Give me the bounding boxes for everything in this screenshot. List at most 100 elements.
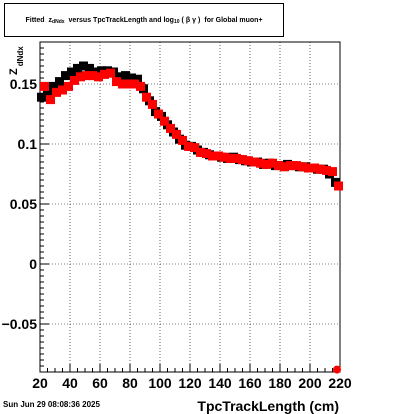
y-tick-label: −0.05 bbox=[2, 316, 38, 332]
title-open-paren: ( bbox=[181, 16, 184, 24]
x-axis-label: TpcTrackLength (cm) bbox=[197, 398, 339, 414]
red-data-point bbox=[46, 95, 55, 105]
svg-text:ZdNdx: ZdNdx bbox=[8, 46, 25, 75]
red-data-point bbox=[166, 123, 175, 133]
red-data-point bbox=[178, 135, 187, 145]
red-data-point bbox=[292, 161, 301, 171]
black-data-point bbox=[115, 72, 124, 82]
black-data-point bbox=[79, 61, 88, 71]
black-data-point bbox=[85, 63, 94, 73]
red-data-point bbox=[58, 85, 67, 95]
red-data-point bbox=[40, 81, 49, 91]
red-data-point bbox=[148, 99, 157, 109]
red-data-point bbox=[250, 157, 259, 167]
black-data-point bbox=[55, 77, 64, 87]
red-data-point bbox=[82, 71, 91, 81]
red-data-point bbox=[64, 81, 73, 91]
axis-ticks bbox=[39, 41, 341, 373]
black-data-point bbox=[133, 74, 142, 84]
x-tick-label: 60 bbox=[92, 375, 108, 391]
red-data-point bbox=[184, 141, 193, 151]
red-data-point bbox=[328, 167, 337, 177]
title-box: Fitted z dNdx versus TpcTrackLength and l… bbox=[4, 3, 284, 37]
red-data-point bbox=[112, 77, 121, 87]
red-data-point bbox=[298, 162, 307, 172]
red-data-point bbox=[88, 71, 97, 81]
red-data-point bbox=[310, 163, 319, 173]
black-data-point bbox=[127, 73, 136, 83]
x-tick-label: 220 bbox=[328, 375, 352, 391]
y-tick-label: 0.15 bbox=[10, 76, 37, 92]
black-data-point bbox=[67, 67, 76, 77]
red-data-point bbox=[196, 147, 205, 157]
red-data-point bbox=[70, 75, 79, 85]
x-tick-label: 80 bbox=[122, 375, 138, 391]
chart-title: Fitted z dNdx versus TpcTrackLength and l… bbox=[5, 4, 283, 36]
black-data-point bbox=[37, 92, 46, 102]
x-tick-label: 40 bbox=[62, 375, 78, 391]
red-data-point bbox=[274, 161, 283, 171]
x-tick-label: 20 bbox=[32, 375, 48, 391]
red-data-point bbox=[130, 79, 139, 89]
y-tick-label: 0.05 bbox=[10, 196, 37, 212]
title-z-symbol: z bbox=[48, 16, 53, 24]
title-gamma: γ bbox=[192, 16, 197, 24]
x-tick-label: 120 bbox=[178, 375, 202, 391]
black-data-point bbox=[61, 71, 70, 81]
red-data-point bbox=[118, 79, 127, 89]
red-data-point bbox=[208, 151, 217, 161]
x-tick-label: 180 bbox=[268, 375, 292, 391]
red-data-point bbox=[124, 79, 133, 89]
red-data-point bbox=[232, 153, 241, 163]
y-tick-labels: −0.05 0 0.05 0.1 0.15 bbox=[2, 76, 38, 332]
red-data-point bbox=[334, 181, 343, 191]
red-data-point bbox=[52, 87, 61, 97]
red-data-point bbox=[244, 156, 253, 166]
y-axis-label-sub: dNdx bbox=[16, 46, 25, 67]
red-data-point bbox=[214, 151, 223, 161]
grid-lines bbox=[40, 42, 340, 372]
x-tick-label: 200 bbox=[298, 375, 322, 391]
fit-marker bbox=[333, 365, 341, 374]
black-data-point bbox=[43, 90, 52, 100]
black-data-point bbox=[73, 63, 82, 73]
y-axis-label: ZdNdx bbox=[8, 46, 25, 75]
red-data-point bbox=[106, 68, 115, 78]
red-data-point bbox=[154, 109, 163, 119]
y-tick-label: 0 bbox=[29, 256, 37, 272]
red-data-point bbox=[304, 163, 313, 173]
red-data-point bbox=[226, 153, 235, 163]
red-data-point bbox=[238, 155, 247, 165]
x-tick-labels: 20 40 60 80 100 120 140 160 180 200 220 bbox=[32, 375, 352, 391]
x-tick-label: 140 bbox=[208, 375, 232, 391]
red-data-point bbox=[100, 69, 109, 79]
title-z-subscript: dNdx bbox=[52, 19, 65, 25]
black-data-point bbox=[121, 71, 130, 81]
red-data-point bbox=[202, 149, 211, 159]
y-tick-label: 0.1 bbox=[18, 136, 38, 152]
red-data-point bbox=[160, 116, 169, 126]
red-data-point bbox=[280, 162, 289, 172]
red-data-point bbox=[190, 143, 199, 153]
title-log-subscript: 10 bbox=[173, 19, 180, 25]
y-axis-label-main: Z bbox=[8, 68, 20, 75]
black-data-point bbox=[49, 81, 58, 91]
red-data-point bbox=[136, 81, 145, 91]
x-tick-label: 160 bbox=[238, 375, 262, 391]
red-data-point bbox=[268, 158, 277, 168]
x-tick-label: 100 bbox=[148, 375, 172, 391]
red-data-point bbox=[94, 72, 103, 82]
red-data-point bbox=[256, 158, 265, 168]
footer-date: Sun Jun 29 08:08:36 2025 bbox=[3, 400, 100, 409]
title-beta: β bbox=[185, 16, 191, 24]
title-suffix: for Global muon+ bbox=[204, 16, 263, 24]
title-close-paren: ) bbox=[198, 16, 201, 24]
red-data-point bbox=[142, 92, 151, 102]
title-prefix: Fitted bbox=[25, 16, 45, 24]
title-middle: versus TpcTrackLength and log bbox=[68, 16, 174, 24]
red-data-point bbox=[172, 129, 181, 139]
red-data-point bbox=[76, 72, 85, 82]
red-data-point bbox=[220, 152, 229, 162]
red-data-point bbox=[286, 161, 295, 171]
